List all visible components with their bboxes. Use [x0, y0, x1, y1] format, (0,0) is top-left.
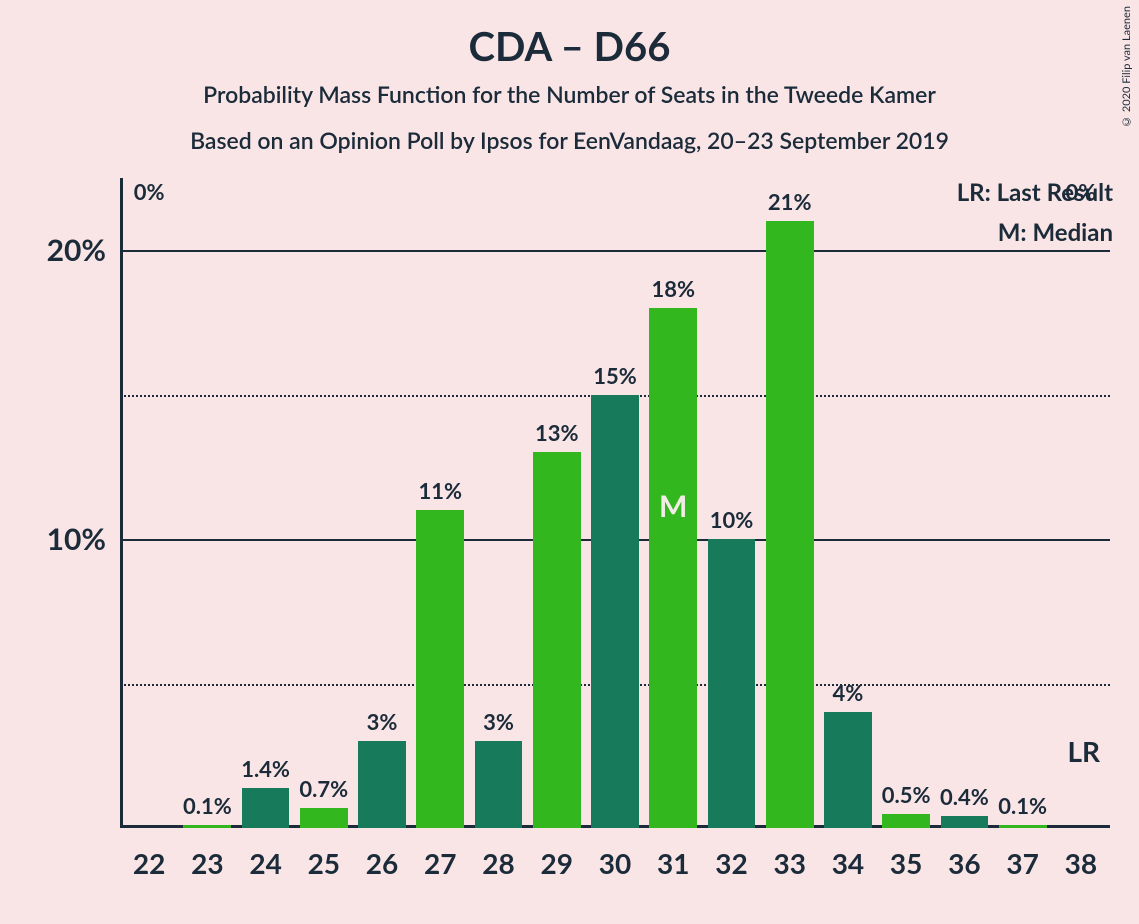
bar: 1.4% — [242, 788, 290, 828]
x-tick-label: 33 — [773, 846, 805, 880]
chart-container: © 2020 Filip van Laenen CDA – D66 Probab… — [0, 0, 1139, 924]
bar-value-label: 0.1% — [183, 792, 232, 819]
legend-last-result: LR: Last Result — [957, 178, 1113, 207]
bar-value-label: 0.7% — [299, 775, 348, 802]
x-tick-label: 24 — [249, 846, 281, 880]
bar: 0.1% — [183, 825, 231, 828]
chart-subtitle-1: Probability Mass Function for the Number… — [0, 80, 1139, 108]
bar-value-label: 18% — [651, 275, 695, 302]
bar-value-label: 0% — [134, 178, 165, 822]
x-tick-label: 25 — [308, 846, 340, 880]
bar-value-label: 13% — [535, 419, 579, 446]
bar-value-label: 21% — [768, 188, 812, 215]
x-tick-label: 31 — [657, 846, 689, 880]
bar-value-label: 0% — [1065, 178, 1096, 822]
median-marker: M — [659, 488, 687, 524]
bar-value-label: 0.4% — [940, 783, 989, 810]
plot-area: LR 10%20%2223242526272829303132333435363… — [120, 178, 1110, 828]
bar-value-label: 3% — [367, 708, 398, 735]
legend-median: M: Median — [998, 218, 1113, 247]
x-tick-label: 36 — [948, 846, 980, 880]
bar: 15% — [591, 395, 639, 828]
bar-value-label: 0.5% — [882, 781, 931, 808]
bar: 0.4% — [941, 816, 989, 828]
x-tick-label: 38 — [1065, 846, 1097, 880]
bar: 10% — [708, 539, 756, 828]
bar-value-label: 11% — [419, 477, 463, 504]
bar: 3% — [358, 741, 406, 828]
x-tick-label: 37 — [1006, 846, 1038, 880]
x-tick-label: 22 — [133, 846, 165, 880]
bar: 0.7% — [300, 808, 348, 828]
gridline — [120, 250, 1110, 252]
x-tick-label: 34 — [832, 846, 864, 880]
x-tick-label: 30 — [599, 846, 631, 880]
chart-subtitle-2: Based on an Opinion Poll by Ipsos for Ee… — [0, 126, 1139, 154]
y-tick-label: 20% — [47, 232, 106, 268]
x-tick-label: 35 — [890, 846, 922, 880]
bar-value-label: 0.1% — [998, 792, 1047, 819]
x-tick-label: 26 — [366, 846, 398, 880]
y-tick-label: 10% — [47, 521, 106, 557]
bar: 18%M — [649, 308, 697, 828]
x-tick-label: 28 — [482, 846, 514, 880]
bar-value-label: 3% — [483, 708, 514, 735]
x-tick-label: 23 — [191, 846, 223, 880]
bar: 21% — [766, 221, 814, 828]
bar: 3% — [475, 741, 523, 828]
bar: 0.5% — [882, 814, 930, 828]
bar: 11% — [416, 510, 464, 828]
bar: 13% — [533, 452, 581, 828]
bar-value-label: 1.4% — [241, 755, 290, 782]
x-tick-label: 32 — [715, 846, 747, 880]
bar-value-label: 15% — [593, 362, 637, 389]
bar: 0.1% — [999, 825, 1047, 828]
bar: 4% — [824, 712, 872, 828]
y-axis-line — [120, 178, 123, 828]
x-tick-label: 27 — [424, 846, 456, 880]
bar-value-label: 10% — [710, 506, 754, 533]
bar-value-label: 4% — [833, 679, 864, 706]
x-tick-label: 29 — [541, 846, 573, 880]
chart-title: CDA – D66 — [0, 22, 1139, 70]
